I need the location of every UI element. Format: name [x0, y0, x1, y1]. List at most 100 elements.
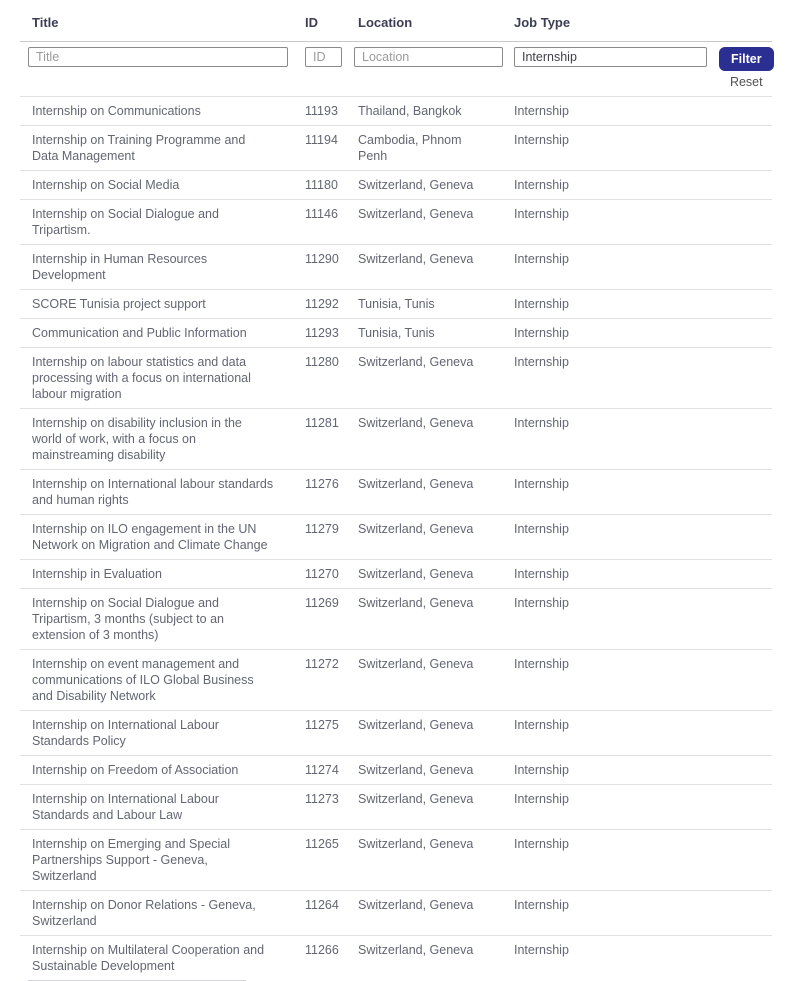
job-id-cell: 11293 [305, 326, 339, 340]
table-row[interactable]: Internship on International Labour Stand… [20, 785, 772, 830]
job-type-cell: Internship [514, 837, 569, 851]
table-row[interactable]: Internship on Social Dialogue and Tripar… [20, 200, 772, 245]
job-type-cell: Internship [514, 477, 569, 491]
job-title-cell: Internship on Social Dialogue and Tripar… [32, 207, 219, 237]
filter-cell-id [293, 47, 346, 89]
job-type-cell: Internship [514, 792, 569, 806]
table-row[interactable]: Internship on International labour stand… [20, 470, 772, 515]
table-row[interactable]: Internship on Multilateral Cooperation a… [20, 936, 772, 980]
job-title-cell: Internship on Donor Relations - Geneva, … [32, 898, 256, 928]
job-location-cell: Switzerland, Geneva [358, 898, 474, 912]
table-header-row: Title ID Location Job Type [20, 0, 772, 42]
job-type-cell: Internship [514, 416, 569, 430]
job-id-cell: 11280 [305, 355, 339, 369]
jobs-table: Title ID Location Job Type Filter Reset … [20, 0, 774, 981]
job-id-cell: 11290 [305, 252, 339, 266]
table-row[interactable]: Internship on International Labour Stand… [20, 711, 772, 756]
job-location-cell: Switzerland, Geneva [358, 718, 474, 732]
job-title-cell: Internship on Emerging and Special Partn… [32, 837, 231, 883]
job-location-cell: Switzerland, Geneva [358, 416, 474, 430]
column-header-id: ID [305, 15, 318, 30]
location-filter-input[interactable] [354, 47, 503, 67]
job-location-cell: Tunisia, Tunis [358, 326, 435, 340]
job-type-cell: Internship [514, 104, 569, 118]
job-type-cell: Internship [514, 133, 569, 147]
job-type-cell: Internship [514, 178, 569, 192]
job-title-cell: Internship in Human Resources Developmen… [32, 252, 208, 282]
table-row[interactable]: Internship in Human Resources Developmen… [20, 245, 772, 290]
job-title-cell: Internship on disability inclusion in th… [32, 416, 242, 462]
table-row[interactable]: Internship on disability inclusion in th… [20, 409, 772, 470]
job-title-cell: SCORE Tunisia project support [32, 297, 206, 311]
filter-row: Filter Reset [20, 42, 774, 97]
job-id-cell: 11146 [305, 207, 338, 221]
job-type-cell: Internship [514, 297, 569, 311]
job-location-cell: Thailand, Bangkok [358, 104, 462, 118]
job-title-cell: Internship on ILO engagement in the UN N… [32, 522, 268, 552]
job-location-cell: Switzerland, Geneva [358, 657, 474, 671]
job-location-cell: Switzerland, Geneva [358, 252, 474, 266]
table-row[interactable]: Communication and Public Information 112… [20, 319, 772, 348]
table-row[interactable]: Internship in Evaluation 11270 Switzerla… [20, 560, 772, 589]
table-row[interactable]: Internship on labour statistics and data… [20, 348, 772, 409]
filter-button[interactable]: Filter [719, 47, 774, 71]
job-type-cell: Internship [514, 326, 569, 340]
job-location-cell: Switzerland, Geneva [358, 567, 474, 581]
column-header-job-type: Job Type [514, 15, 571, 30]
job-title-cell: Internship on labour statistics and data… [32, 355, 251, 401]
job-type-cell: Internship [514, 207, 569, 221]
job-location-cell: Switzerland, Geneva [358, 477, 474, 491]
table-row[interactable]: Internship on Social Media 11180 Switzer… [20, 171, 772, 200]
job-title-cell: Internship on Freedom of Association [32, 763, 239, 777]
table-row[interactable]: Internship on ILO engagement in the UN N… [20, 515, 772, 560]
job-location-cell: Tunisia, Tunis [358, 297, 435, 311]
job-type-cell: Internship [514, 943, 569, 957]
table-row[interactable]: Internship on Training Programme and Dat… [20, 126, 772, 171]
job-location-cell: Switzerland, Geneva [358, 837, 474, 851]
job-id-cell: 11180 [305, 178, 338, 192]
job-id-cell: 11281 [305, 416, 339, 430]
column-header-location: Location [358, 15, 413, 30]
job-title-cell: Internship on Communications [32, 104, 201, 118]
table-row[interactable]: Internship on Donor Relations - Geneva, … [20, 891, 772, 936]
job-id-cell: 11272 [305, 657, 339, 671]
job-id-cell: 11276 [305, 477, 339, 491]
table-row[interactable]: Internship on Emerging and Special Partn… [20, 830, 772, 891]
table-body: Internship on Communications 11193 Thail… [20, 97, 772, 980]
id-filter-input[interactable] [305, 47, 342, 67]
job-id-cell: 11274 [305, 763, 339, 777]
job-location-cell: Switzerland, Geneva [358, 178, 474, 192]
table-row[interactable]: Internship on Freedom of Association 112… [20, 756, 772, 785]
filter-cell-location [346, 47, 503, 89]
filter-cell-title [20, 47, 293, 89]
job-title-cell: Internship on Multilateral Cooperation a… [32, 943, 265, 973]
job-type-cell: Internship [514, 522, 569, 536]
job-id-cell: 11269 [305, 596, 339, 610]
job-title-cell: Internship on Social Dialogue and Tripar… [32, 596, 224, 642]
table-row[interactable]: Internship on event management and commu… [20, 650, 772, 711]
job-type-filter-input[interactable] [514, 47, 707, 67]
job-location-cell: Switzerland, Geneva [358, 596, 474, 610]
reset-link[interactable]: Reset [729, 75, 763, 89]
job-type-cell: Internship [514, 657, 569, 671]
title-filter-input[interactable] [28, 47, 288, 67]
job-title-cell: Communication and Public Information [32, 326, 247, 340]
job-location-cell: Switzerland, Geneva [358, 355, 474, 369]
job-id-cell: 11292 [305, 297, 339, 311]
job-id-cell: 11194 [305, 133, 338, 147]
job-location-cell: Switzerland, Geneva [358, 522, 474, 536]
table-row[interactable]: Internship on Communications 11193 Thail… [20, 97, 772, 126]
table-row[interactable]: Internship on Social Dialogue and Tripar… [20, 589, 772, 650]
job-id-cell: 11279 [305, 522, 339, 536]
job-type-cell: Internship [514, 763, 569, 777]
job-title-cell: Internship on International labour stand… [32, 477, 274, 507]
job-title-cell: Internship on event management and commu… [32, 657, 254, 703]
job-location-cell: Switzerland, Geneva [358, 763, 474, 777]
job-title-cell: Internship on Social Media [32, 178, 180, 192]
job-type-cell: Internship [514, 718, 569, 732]
table-row[interactable]: SCORE Tunisia project support 11292 Tuni… [20, 290, 772, 319]
job-id-cell: 11266 [305, 943, 339, 957]
job-id-cell: 11275 [305, 718, 339, 732]
job-title-cell: Internship in Evaluation [32, 567, 162, 581]
filter-cell-job-type: Filter Reset [502, 47, 774, 89]
